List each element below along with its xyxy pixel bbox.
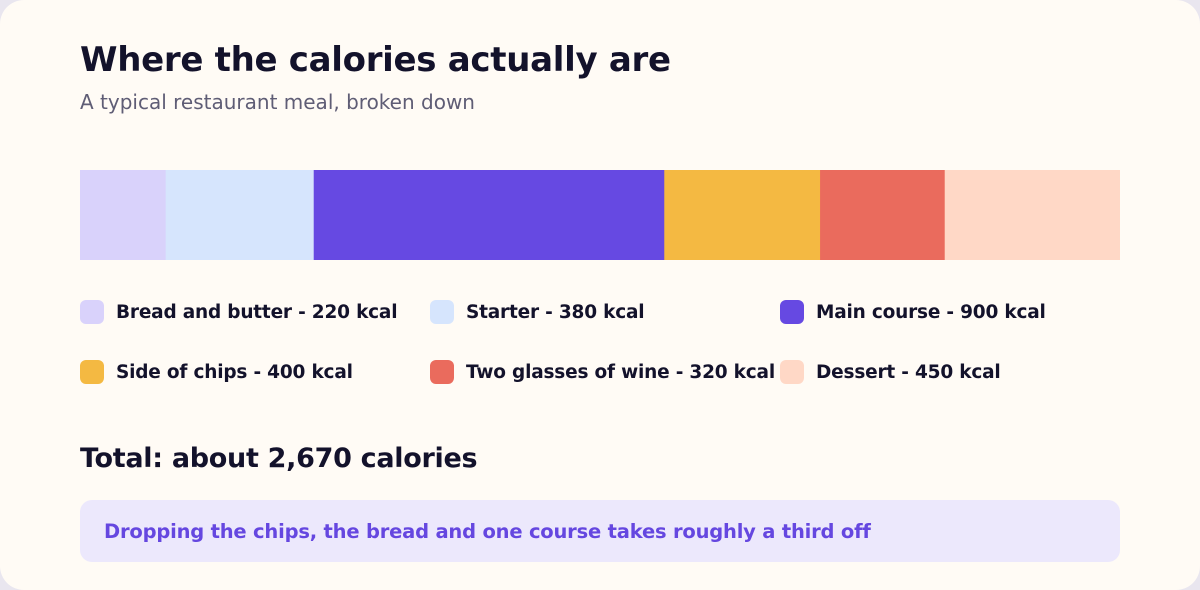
chart-subtitle: A typical restaurant meal, broken down	[80, 90, 475, 114]
legend-label: Bread and butter - 220 kcal	[116, 301, 398, 323]
legend-label: Starter - 380 kcal	[466, 301, 645, 323]
legend-swatch	[430, 300, 454, 324]
bar-segment-bread-and-butter	[80, 170, 167, 260]
bar-segment-main-course	[313, 170, 665, 260]
legend: Bread and butter - 220 kcal Starter - 380…	[80, 298, 1120, 388]
callout-box: Dropping the chips, the bread and one co…	[80, 500, 1120, 562]
legend-item-side-of-chips: Side of chips - 400 kcal	[80, 358, 353, 386]
legend-item-main-course: Main course - 900 kcal	[780, 298, 1046, 326]
legend-item-starter: Starter - 380 kcal	[430, 298, 645, 326]
legend-swatch	[780, 300, 804, 324]
legend-item-dessert: Dessert - 450 kcal	[780, 358, 1001, 386]
bar-segment-starter	[165, 170, 315, 260]
bar-segment-dessert	[944, 170, 1120, 260]
legend-label: Main course - 900 kcal	[816, 301, 1046, 323]
legend-swatch	[780, 360, 804, 384]
legend-label: Dessert - 450 kcal	[816, 361, 1001, 383]
stacked-bar	[80, 170, 1120, 260]
total-calories: Total: about 2,670 calories	[80, 443, 478, 474]
legend-swatch	[80, 300, 104, 324]
legend-item-bread-and-butter: Bread and butter - 220 kcal	[80, 298, 398, 326]
stacked-bar-svg	[80, 170, 1120, 260]
chart-title: Where the calories actually are	[80, 40, 671, 80]
callout-text: Dropping the chips, the bread and one co…	[104, 519, 871, 543]
legend-label: Side of chips - 400 kcal	[116, 361, 353, 383]
bar-segment-two-glasses-of-wine	[820, 170, 946, 260]
legend-swatch	[80, 360, 104, 384]
bar-segment-side-of-chips	[664, 170, 821, 260]
legend-label: Two glasses of wine - 320 kcal	[466, 361, 775, 383]
legend-swatch	[430, 360, 454, 384]
legend-item-two-glasses-of-wine: Two glasses of wine - 320 kcal	[430, 358, 775, 386]
